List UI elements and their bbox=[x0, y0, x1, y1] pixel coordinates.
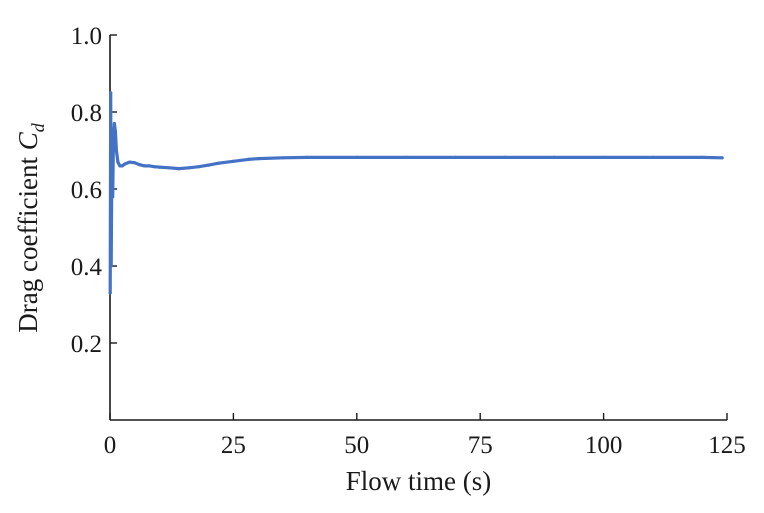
series-point bbox=[111, 133, 116, 137]
series-point bbox=[700, 155, 704, 159]
series-point bbox=[157, 165, 161, 169]
x-tick-label: 50 bbox=[344, 432, 369, 459]
series-point bbox=[152, 165, 156, 169]
series-point bbox=[133, 161, 137, 165]
series-point bbox=[552, 155, 556, 159]
y-tick-label: 0.4 bbox=[71, 254, 103, 281]
series-point bbox=[197, 165, 201, 169]
y-tick-label: 0.6 bbox=[71, 177, 102, 204]
series-point bbox=[109, 264, 113, 268]
series-point bbox=[355, 155, 359, 159]
series-point bbox=[111, 195, 115, 199]
series-point bbox=[123, 162, 127, 166]
series-point bbox=[281, 156, 285, 160]
series-layer bbox=[108, 91, 724, 295]
x-tick-label: 75 bbox=[468, 432, 493, 459]
series-point bbox=[207, 163, 211, 167]
y-axis-title-subscript: d bbox=[28, 122, 48, 132]
series-point bbox=[120, 164, 124, 168]
series-point bbox=[720, 156, 724, 160]
y-tick-label: 0.2 bbox=[71, 331, 102, 358]
series-point bbox=[246, 157, 250, 161]
y-axis-title-symbol: C bbox=[13, 131, 43, 150]
series-point bbox=[167, 166, 171, 170]
y-tick-label: 0.8 bbox=[71, 100, 102, 127]
series-point bbox=[305, 155, 309, 159]
series-point bbox=[114, 148, 118, 153]
series-point bbox=[109, 91, 113, 95]
y-tick-label: 1.0 bbox=[71, 23, 102, 50]
series-point bbox=[116, 160, 120, 164]
x-ticks: 0 25 50 75 100 125 bbox=[104, 413, 746, 459]
series-point bbox=[110, 137, 114, 141]
series-point bbox=[453, 155, 458, 159]
series-point bbox=[147, 164, 152, 168]
y-axis-title-main: Drag coefficient bbox=[13, 150, 43, 332]
series-point bbox=[187, 166, 191, 170]
x-axis-title: Flow time (s) bbox=[346, 466, 492, 496]
x-tick-label: 25 bbox=[221, 432, 246, 459]
series-point bbox=[651, 155, 655, 159]
series-point bbox=[128, 160, 132, 164]
series-point bbox=[404, 155, 408, 159]
y-axis-title: Drag coefficient Cd bbox=[13, 122, 48, 332]
x-tick-label: 0 bbox=[104, 432, 117, 459]
series-point bbox=[118, 164, 122, 168]
series-point bbox=[602, 155, 606, 159]
plot-area: 0.2 0.4 0.6 0.8 1.0 0 25 50 75 100 125 bbox=[71, 23, 746, 459]
series-point bbox=[112, 122, 116, 126]
series-point bbox=[503, 155, 507, 159]
series-point bbox=[108, 291, 112, 295]
series-point bbox=[256, 157, 260, 161]
series-point bbox=[231, 159, 235, 163]
x-tick-label: 100 bbox=[585, 432, 623, 459]
series-point bbox=[217, 161, 221, 165]
series-point bbox=[138, 163, 142, 167]
drag-coefficient-series-line bbox=[108, 91, 724, 295]
x-tick-label: 125 bbox=[708, 432, 746, 459]
series-point bbox=[177, 167, 181, 171]
series-point bbox=[113, 129, 117, 133]
series-point bbox=[143, 164, 147, 168]
y-ticks: 0.2 0.4 0.6 0.8 1.0 bbox=[71, 23, 117, 358]
